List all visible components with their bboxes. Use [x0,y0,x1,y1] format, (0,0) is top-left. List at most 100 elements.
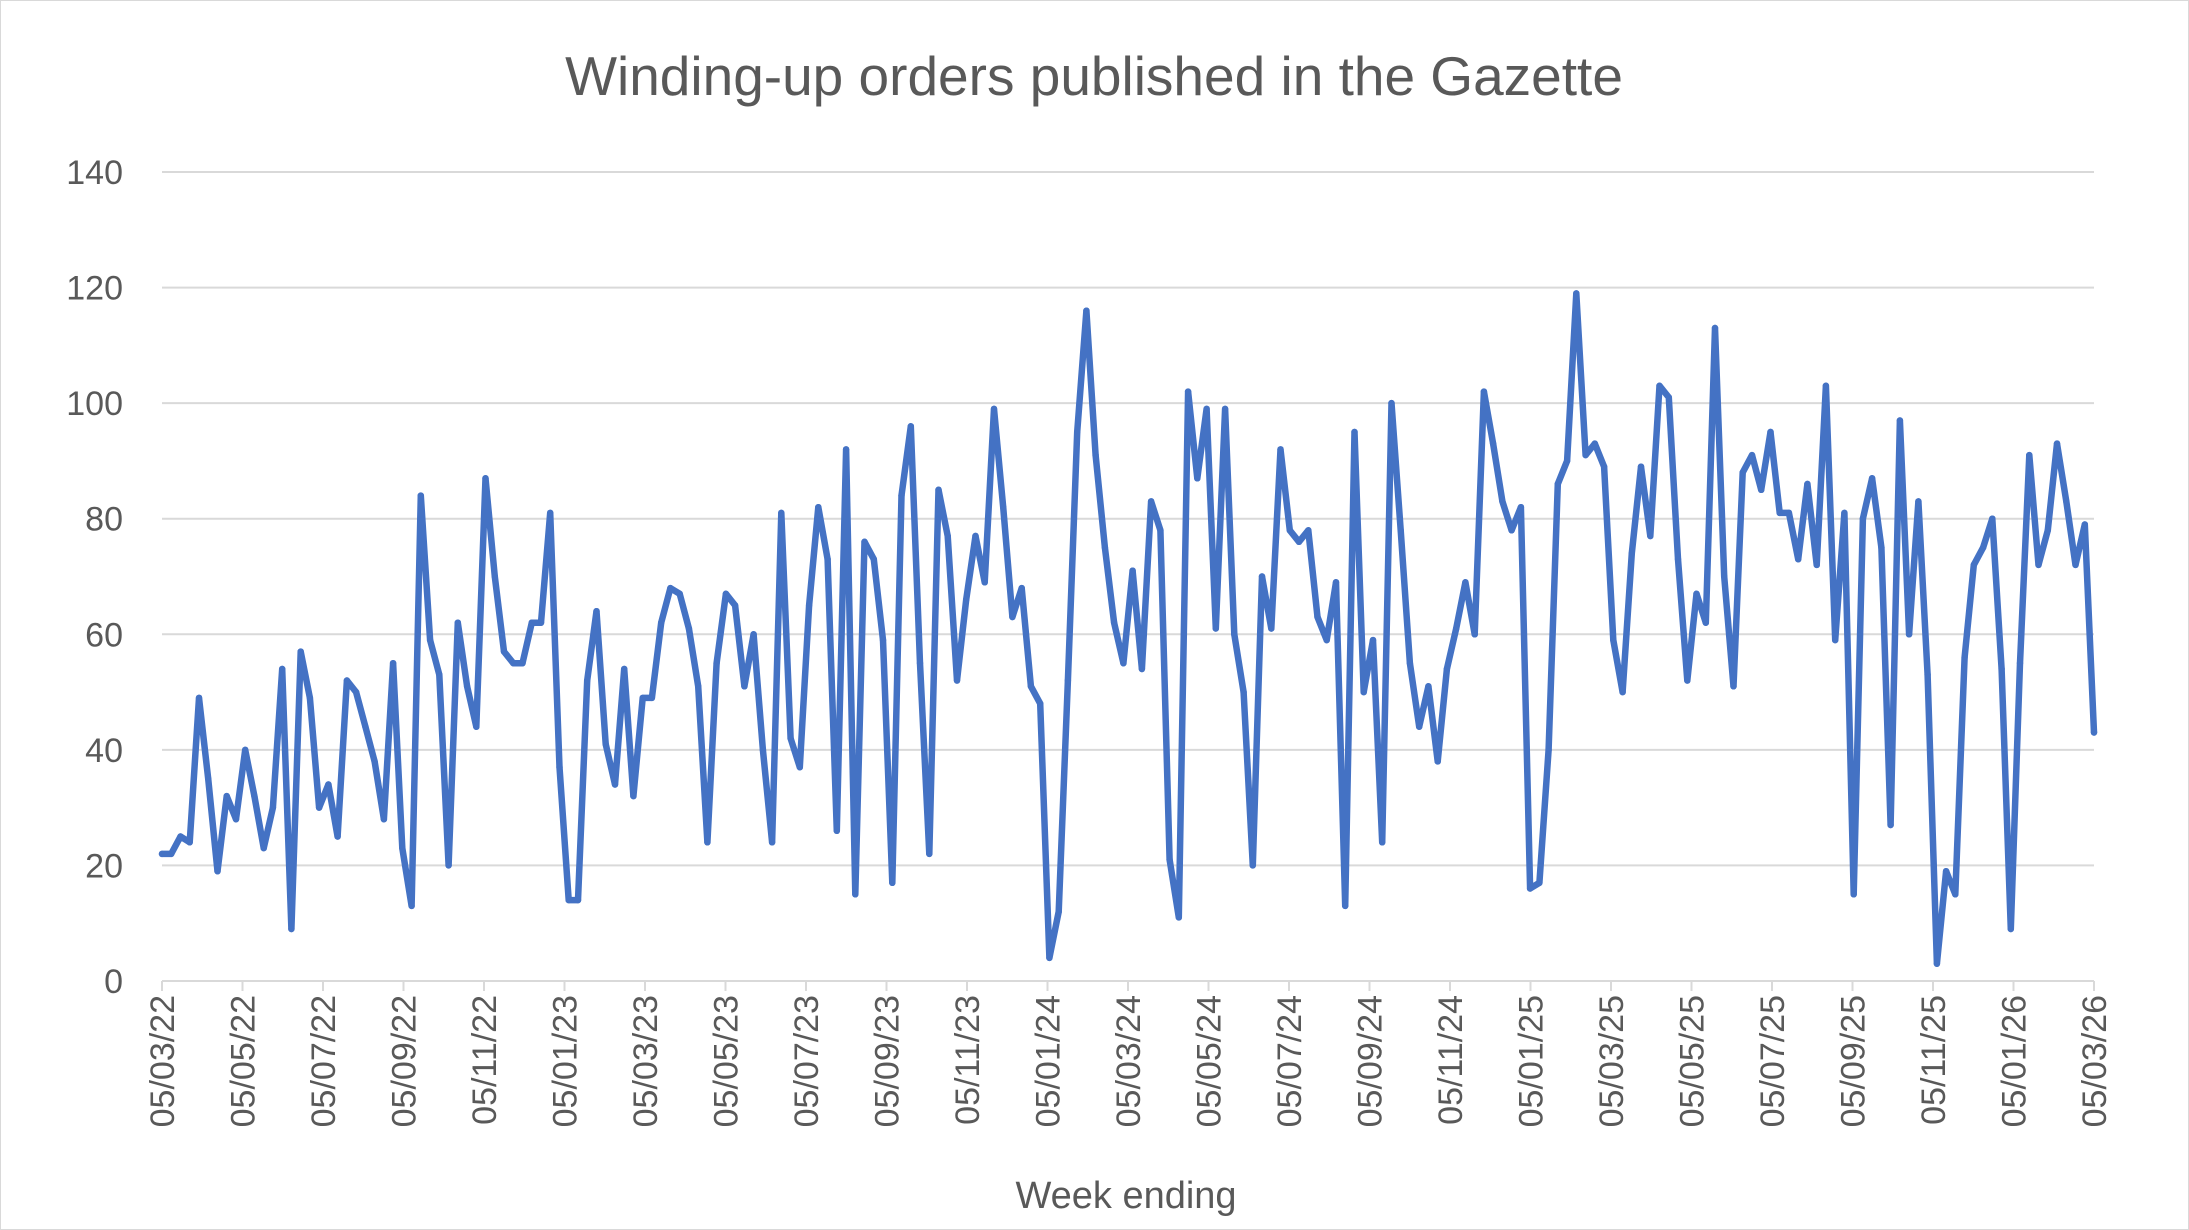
data-point [298,648,304,654]
data-point [1472,631,1478,637]
data-point [344,677,350,683]
x-tick-label: 05/01/25 [1513,995,1551,1127]
data-point [1777,510,1783,516]
data-point [1074,429,1080,435]
data-point [871,556,877,562]
data-point [1148,498,1154,504]
data-point [1166,856,1172,862]
data-point [1730,683,1736,689]
data-point [1527,885,1533,891]
data-point [769,839,775,845]
data-point [1832,637,1838,643]
data-point [1906,631,1912,637]
data-point [1444,666,1450,672]
data-point [279,666,285,672]
data-point [603,741,609,747]
data-point [1823,383,1829,389]
data-point [233,816,239,822]
data-point [1250,862,1256,868]
data-point [1333,579,1339,585]
data-point [1749,452,1755,458]
data-point [1037,700,1043,706]
data-point [2026,452,2032,458]
data-point [1971,562,1977,568]
x-tick-label: 05/05/22 [225,995,263,1127]
data-point [972,533,978,539]
data-point [861,539,867,545]
y-tick-label: 60 [85,616,123,654]
data-point [1222,406,1228,412]
data-point [1213,625,1219,631]
x-tick-label: 05/11/23 [949,995,987,1125]
data-point [1019,585,1025,591]
data-point [1425,683,1431,689]
data-point [2054,440,2060,446]
x-tick-label: 05/01/23 [547,995,585,1127]
data-point [436,672,442,678]
y-tick-label: 20 [85,847,123,885]
data-point [1814,562,1820,568]
data-point [187,839,193,845]
data-point [381,816,387,822]
x-tick-label: 05/05/25 [1674,995,1712,1127]
data-point [917,660,923,666]
x-tick-label: 05/05/24 [1191,995,1229,1127]
data-point [584,677,590,683]
data-point [1231,631,1237,637]
data-point [362,724,368,730]
data-point [1305,527,1311,533]
data-point [658,620,664,626]
data-point [1638,464,1644,470]
data-point [945,533,951,539]
data-point [1582,452,1588,458]
data-point [732,602,738,608]
data-point [1490,440,1496,446]
data-point [214,868,220,874]
data-point [880,637,886,643]
x-tick-label: 05/11/22 [466,995,504,1125]
data-point [593,608,599,614]
x-tick-label: 05/09/25 [1835,995,1873,1127]
data-point [1693,591,1699,597]
x-tick-label: 05/07/24 [1271,995,1309,1127]
data-point [482,475,488,481]
x-tick-label: 05/03/24 [1110,995,1148,1127]
data-point [1924,672,1930,678]
data-point [723,591,729,597]
data-point [1786,510,1792,516]
data-point [1869,475,1875,481]
data-point [926,851,932,857]
data-point [1028,683,1034,689]
x-axis: 05/03/22 05/05/22 05/07/22 05/09/22 05/11/22… [144,981,2114,1127]
data-point [1435,758,1441,764]
chart-title: Winding-up orders published in the Gazet… [565,45,1623,107]
data-point [1619,689,1625,695]
data-point [704,839,710,845]
data-point [270,804,276,810]
data-point [1065,677,1071,683]
data-point [621,666,627,672]
y-tick-label: 80 [85,501,123,539]
data-point [1287,527,1293,533]
data-point [889,880,895,886]
data-point [760,747,766,753]
data-point [1508,527,1514,533]
data-point [464,683,470,689]
data-point [824,556,830,562]
data-point [834,828,840,834]
data-point [1092,452,1098,458]
data-point [1887,822,1893,828]
data-point [1989,516,1995,522]
data-point [1952,891,1958,897]
data-point [1592,440,1598,446]
data-point [251,793,257,799]
data-point [473,724,479,730]
series-line [162,293,2094,963]
x-tick-label: 05/03/23 [627,995,665,1127]
data-point [445,862,451,868]
data-point [954,677,960,683]
data-point [1499,498,1505,504]
data-point [1277,446,1283,452]
data-point [1721,573,1727,579]
data-point [1601,464,1607,470]
